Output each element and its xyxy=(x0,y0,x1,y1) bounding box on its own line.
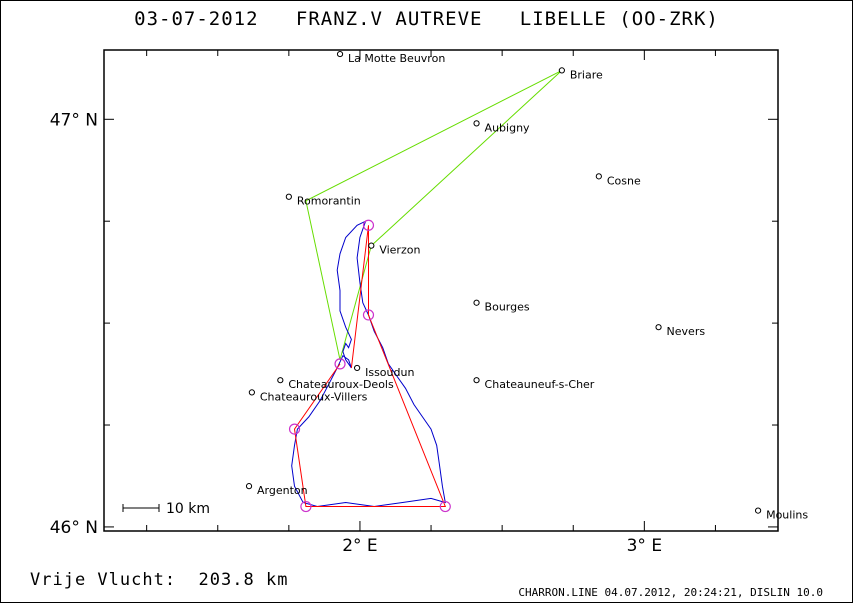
place-label: Romorantin xyxy=(297,195,361,208)
place-label: Chateauroux-Deols xyxy=(288,378,394,391)
glider-name: LIBELLE (OO-ZRK) xyxy=(519,8,719,30)
scale-bar: 10 km xyxy=(122,501,210,517)
declared-route-line xyxy=(305,69,563,360)
place-label: Moulins xyxy=(766,509,808,522)
place-marker xyxy=(336,50,344,58)
place-marker xyxy=(595,173,602,180)
turnpoint-circle xyxy=(334,358,346,370)
place-marker xyxy=(473,377,480,384)
flight-date: 03-07-2012 xyxy=(134,8,259,30)
place-marker xyxy=(245,483,253,490)
x-tick-label: 3° E xyxy=(627,536,662,556)
turnpoint-circle xyxy=(288,423,301,435)
place-label: Chateauroux-Villers xyxy=(260,390,368,403)
place-marker xyxy=(754,507,762,514)
pilot-name: FRANZ.V AUTREVE xyxy=(295,8,483,30)
place-label: Bourges xyxy=(485,301,530,314)
y-tick-label: 46° N xyxy=(50,518,98,538)
flight-track-line xyxy=(291,220,446,508)
axis-ticks xyxy=(104,50,778,531)
place-marker xyxy=(285,193,292,200)
place-label: Nevers xyxy=(667,325,706,338)
place-marker xyxy=(473,299,480,306)
place-label: Cosne xyxy=(607,174,641,187)
place-marker xyxy=(655,324,662,331)
distance-value: 203.8 km xyxy=(198,570,289,590)
y-tick-label: 47° N xyxy=(50,110,98,130)
distance-label: Vrije Vlucht: xyxy=(30,570,177,590)
place-label: Briare xyxy=(570,68,603,81)
place-marker xyxy=(558,67,565,74)
turnpoint-circle xyxy=(362,219,375,231)
place-marker xyxy=(473,120,480,127)
declared-route-layer xyxy=(305,69,563,360)
place-label: Argenton xyxy=(257,484,308,497)
flight-title: 03-07-2012 FRANZ.V AUTREVE LIBELLE (OO-Z… xyxy=(0,8,853,30)
place-label: La Motte Beuvron xyxy=(348,52,445,65)
place-label: Issoudun xyxy=(365,366,414,379)
axis-tick-labels: 2° E 3° E 46° N 47° N xyxy=(50,110,662,556)
task-route-line xyxy=(293,225,447,507)
scale-bar-label: 10 km xyxy=(166,501,210,517)
place-label: Aubigny xyxy=(485,121,530,134)
task-route-layer xyxy=(293,225,447,507)
x-tick-label: 2° E xyxy=(342,536,377,556)
credits-line: CHARRON.LINE 04.07.2012, 20:24:21, DISLI… xyxy=(518,586,823,599)
turnpoint-circle xyxy=(300,500,312,513)
map-plot-area xyxy=(103,49,779,532)
place-marker xyxy=(354,364,361,372)
distance-line: Vrije Vlucht: 203.8 km xyxy=(30,570,288,590)
flight-track-layer xyxy=(291,220,446,508)
turnpoint-circle xyxy=(439,500,451,513)
turnpoint-circle xyxy=(362,309,375,321)
place-marker xyxy=(248,389,255,396)
places-layer: La Motte Beuvron Briare Aubigny Cosne Romora… xyxy=(245,50,808,522)
turnpoints-layer xyxy=(288,219,451,513)
place-label: Chateauneuf-s-Cher xyxy=(485,378,595,391)
place-marker xyxy=(277,377,284,384)
place-marker xyxy=(368,242,375,249)
place-label: Vierzon xyxy=(379,244,420,257)
